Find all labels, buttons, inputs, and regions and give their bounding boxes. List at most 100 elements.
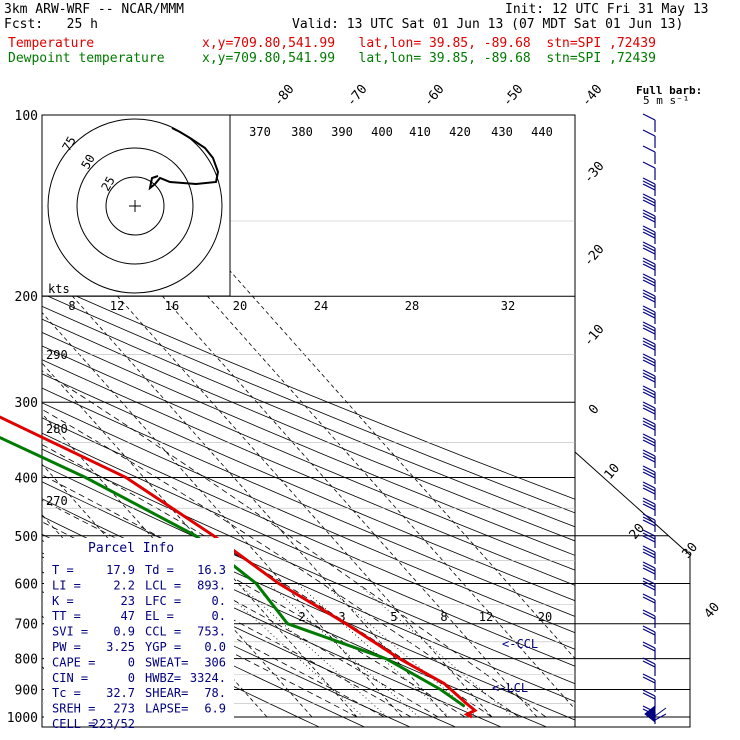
wind-barb-flag: [642, 369, 656, 377]
isotherm-label: -40: [579, 82, 606, 110]
wind-barb-flag: [642, 660, 656, 668]
wind-barb-flag: [642, 423, 656, 431]
init-time: Init: 12 UTC Fri 31 May 13: [505, 2, 709, 17]
pressure-label: 500: [15, 530, 38, 545]
theta-label: 400: [371, 125, 393, 139]
wind-barb-flag: [642, 692, 656, 700]
wind-barb-flag: [642, 359, 656, 367]
theta-label: 410: [409, 125, 431, 139]
wind-barb-flag: [642, 385, 656, 393]
dewpoint-line: [0, 436, 466, 708]
dewpoint-location: x,y=709.80,541.99 lat,lon= 39.85, -89.68…: [202, 51, 656, 66]
wind-barb-flag: [642, 564, 656, 572]
wind-barb-flag: [642, 583, 656, 591]
wind-barb-flag: [642, 417, 656, 425]
wind-barb-flag: [642, 183, 656, 191]
wind-barb-flag: [642, 641, 656, 649]
wind-barb-flag: [642, 439, 656, 447]
mixing-ratio-label: 2: [298, 610, 305, 624]
isotherm-label: 20: [627, 521, 649, 543]
isotherm-label: -80: [271, 82, 298, 110]
barb-legend-value: 5 m s⁻¹: [643, 94, 689, 107]
barb-legend-title: Full barb:: [636, 84, 702, 97]
pressure-label: 1000: [7, 711, 38, 726]
wind-barb-flag: [642, 465, 656, 473]
dry-adiabat: [42, 417, 575, 650]
theta-label: 370: [249, 125, 271, 139]
theta-label: 390: [331, 125, 353, 139]
hodograph-ring-label: 25: [98, 174, 117, 194]
wind-barb-flag: [642, 289, 656, 297]
wind-barb-flag: [642, 212, 656, 220]
wind-barb-flag: [642, 353, 656, 361]
wind-barb-flag: [642, 327, 656, 335]
dry-adiabat: [42, 293, 575, 514]
dry-adiabat: [42, 481, 575, 721]
isotherm-label: -30: [581, 159, 608, 187]
wind-barb-flag: [642, 193, 656, 201]
wind-barb-flag: [642, 337, 656, 345]
hodograph-speed-label: 20: [233, 299, 247, 313]
wind-barb-flag: [642, 199, 656, 207]
isotherm: [42, 210, 493, 718]
wind-barb-flag: [642, 497, 656, 505]
isotherm: [42, 615, 133, 718]
wind-barb-flag: [642, 196, 656, 204]
isotherm-label: -60: [421, 82, 448, 110]
isotherm-label: 40: [702, 600, 724, 622]
isotherm: [42, 261, 448, 718]
isotherm: [45, 115, 575, 710]
mixing-ratio-line: [296, 583, 450, 718]
wind-barb-flag: [642, 561, 656, 569]
wind-barb-flag: [642, 257, 656, 265]
wind-barb-flag: [642, 468, 656, 476]
dry-adiabat: [42, 345, 575, 571]
dry-adiabat: [42, 402, 575, 634]
wind-barb-flag: [642, 404, 656, 412]
temperature-location: x,y=709.80,541.99 lat,lon= 39.85, -89.68…: [202, 36, 656, 51]
hodograph-ring: [76, 147, 194, 265]
wind-barb-flag: [642, 209, 656, 217]
pressure-label: 200: [15, 290, 38, 305]
wind-barb-flag: [642, 177, 656, 185]
wind-barb-flag: [642, 689, 656, 697]
wind-barb-flag: [642, 545, 656, 553]
wind-barb-flag: [642, 244, 656, 252]
wind-barb-flag: [642, 225, 656, 233]
lcl-marker: <-LCL: [492, 681, 528, 695]
mixing-ratio-label: 20: [538, 610, 552, 624]
wind-barb-flag: [642, 263, 656, 271]
mixing-ratio-label: 5: [390, 610, 397, 624]
wind-barb-flag: [642, 343, 656, 351]
theta-label: 270: [46, 494, 68, 508]
wind-barb-flag: [642, 487, 656, 495]
wind-barb-flag: [642, 321, 656, 329]
wind-barb-flag: [642, 180, 656, 188]
moist-adiabat: [42, 474, 466, 718]
wind-barb-flag: [642, 577, 656, 585]
wind-barb-flag: [642, 129, 656, 137]
wind-barb-flag: [642, 433, 656, 441]
wind-barb-flag: [642, 516, 656, 524]
wind-barb-flag: [642, 529, 656, 537]
wind-barb-flag: [642, 276, 656, 284]
isotherm-label: -20: [581, 242, 608, 270]
isotherm: [90, 115, 575, 660]
wind-barb-flag: [642, 295, 656, 303]
hodograph: 25 50 75 kts: [41, 114, 231, 297]
hodograph-ring: [105, 176, 165, 236]
wind-barb-flag: [642, 161, 656, 169]
pressure-label: 100: [15, 109, 38, 124]
pressure-label: 400: [15, 471, 38, 486]
isotherm: [42, 160, 538, 718]
wind-barb-flag: [642, 580, 656, 588]
mixing-ratio-label: 3: [338, 610, 345, 624]
wind-barb-flag: [642, 113, 656, 121]
wind-barb-flag: [642, 628, 656, 636]
wind-barbs: [642, 113, 667, 724]
mixing-ratio-label: 8: [440, 610, 447, 624]
wind-barb-flag: [642, 388, 656, 396]
wind-barb-flag: [642, 449, 656, 457]
mixing-ratio-labels: 2 3 5 8 12 20: [298, 610, 552, 624]
wind-barb-flag: [642, 452, 656, 460]
